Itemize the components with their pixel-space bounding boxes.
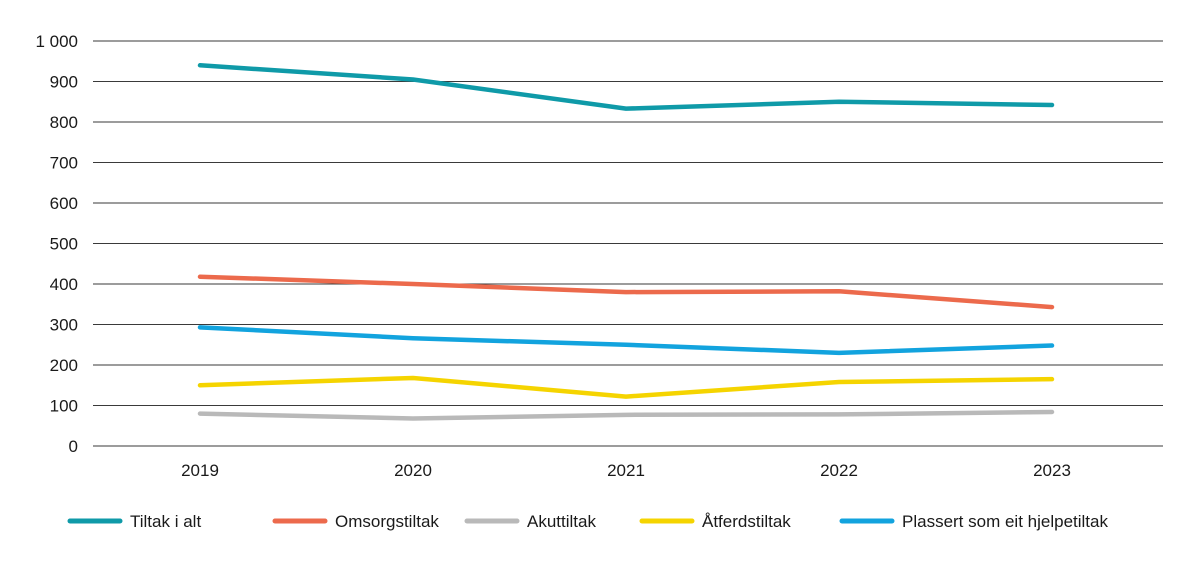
legend-label: Akuttiltak (527, 512, 596, 531)
legend-item: Åtferdstiltak (639, 512, 791, 531)
series-line-3 (197, 375, 1055, 399)
legend-item: Omsorgstiltak (272, 512, 439, 531)
x-tick-label: 2023 (1033, 461, 1071, 480)
series-line-0 (197, 63, 1055, 111)
y-tick-label: 300 (50, 316, 78, 335)
legend-label: Plassert som eit hjelpetiltak (902, 512, 1108, 531)
y-tick-label: 0 (69, 437, 78, 456)
legend: Tiltak i alt Omsorgstiltak Akuttiltak Åtfer… (67, 512, 1108, 531)
y-tick-label: 400 (50, 275, 78, 294)
legend-label: Åtferdstiltak (702, 512, 791, 531)
legend-item: Tiltak i alt (67, 512, 201, 531)
x-tick-label: 2020 (394, 461, 432, 480)
gridlines (93, 40, 1163, 447)
series-line-4 (197, 325, 1055, 356)
y-tick-label: 1 000 (35, 32, 78, 51)
series-line-2 (197, 409, 1055, 421)
y-tick-label: 600 (50, 194, 78, 213)
legend-item: Plassert som eit hjelpetiltak (839, 512, 1108, 531)
y-tick-label: 100 (50, 397, 78, 416)
x-tick-label: 2022 (820, 461, 858, 480)
x-axis-tick-labels: 2019 2020 2021 2022 2023 (181, 461, 1071, 480)
x-tick-label: 2019 (181, 461, 219, 480)
legend-label: Tiltak i alt (130, 512, 201, 531)
y-tick-label: 700 (50, 154, 78, 173)
y-tick-label: 800 (50, 113, 78, 132)
y-tick-label: 500 (50, 235, 78, 254)
series-lines (197, 63, 1055, 421)
x-tick-label: 2021 (607, 461, 645, 480)
series-line-1 (197, 274, 1055, 310)
y-axis-tick-labels: 0 100 200 300 400 500 600 700 800 900 1 000 (35, 32, 78, 456)
y-tick-label: 900 (50, 73, 78, 92)
y-tick-label: 200 (50, 356, 78, 375)
legend-label: Omsorgstiltak (335, 512, 439, 531)
legend-item: Akuttiltak (464, 512, 596, 531)
